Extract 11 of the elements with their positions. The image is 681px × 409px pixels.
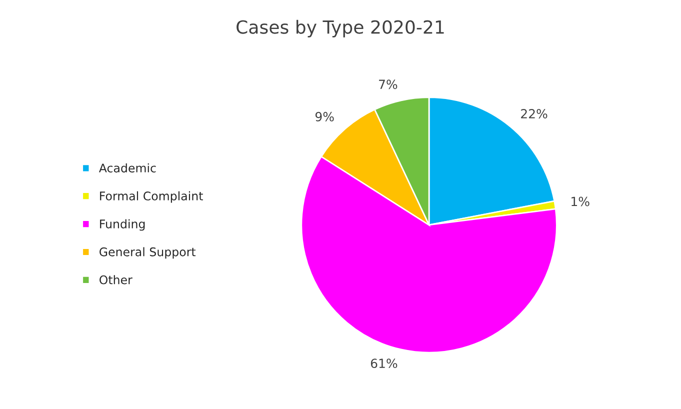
data-label: 22%	[521, 109, 548, 118]
data-label: 61%	[370, 358, 398, 368]
chart-title: Cases by Type 2020-21	[236, 20, 444, 38]
data-label: 7%	[379, 80, 398, 90]
legend-label: Funding	[100, 219, 145, 231]
legend-label: General Support	[100, 247, 196, 259]
legend-label: Other	[100, 275, 132, 284]
data-label: 9%	[315, 112, 334, 122]
legend-label: Formal Complaint	[100, 191, 203, 203]
legend-label: Academic	[98, 163, 156, 172]
data-label: 1%	[572, 196, 590, 206]
